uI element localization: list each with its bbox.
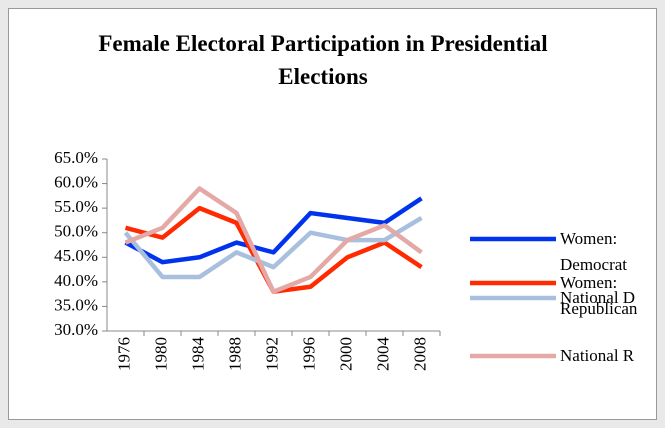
x-tick-label: 1996	[299, 337, 318, 371]
x-tick-label: 1980	[151, 337, 170, 371]
x-tick-label: 2000	[336, 337, 355, 371]
legend-label: National D	[560, 288, 636, 307]
series-line	[124, 196, 423, 265]
y-tick-label: 35.0%	[54, 295, 98, 314]
y-tick-label: 50.0%	[54, 222, 98, 241]
legend-label: Women: Democrat	[560, 229, 628, 274]
x-tick-label: 2008	[410, 337, 429, 371]
x-tick-label: 1988	[225, 337, 244, 371]
x-tick-label: 1984	[188, 337, 207, 372]
y-tick-label: 65.0%	[54, 148, 98, 167]
series-line	[124, 186, 423, 294]
legend-label: National R	[560, 346, 635, 365]
y-tick-label: 30.0%	[54, 320, 98, 339]
series-line	[123, 216, 423, 280]
y-tick-label: 45.0%	[54, 246, 98, 265]
chart-title: Female Electoral Participation in Presid…	[98, 31, 548, 89]
x-tick-label: 1992	[262, 337, 281, 371]
legend-label: Women: Republican	[560, 273, 638, 318]
y-tick-label: 55.0%	[54, 197, 98, 216]
x-tick-label: 2004	[373, 337, 392, 372]
x-tick-label: 1976	[114, 337, 133, 371]
y-tick-label: 40.0%	[54, 271, 98, 290]
y-tick-label: 60.0%	[54, 172, 98, 191]
